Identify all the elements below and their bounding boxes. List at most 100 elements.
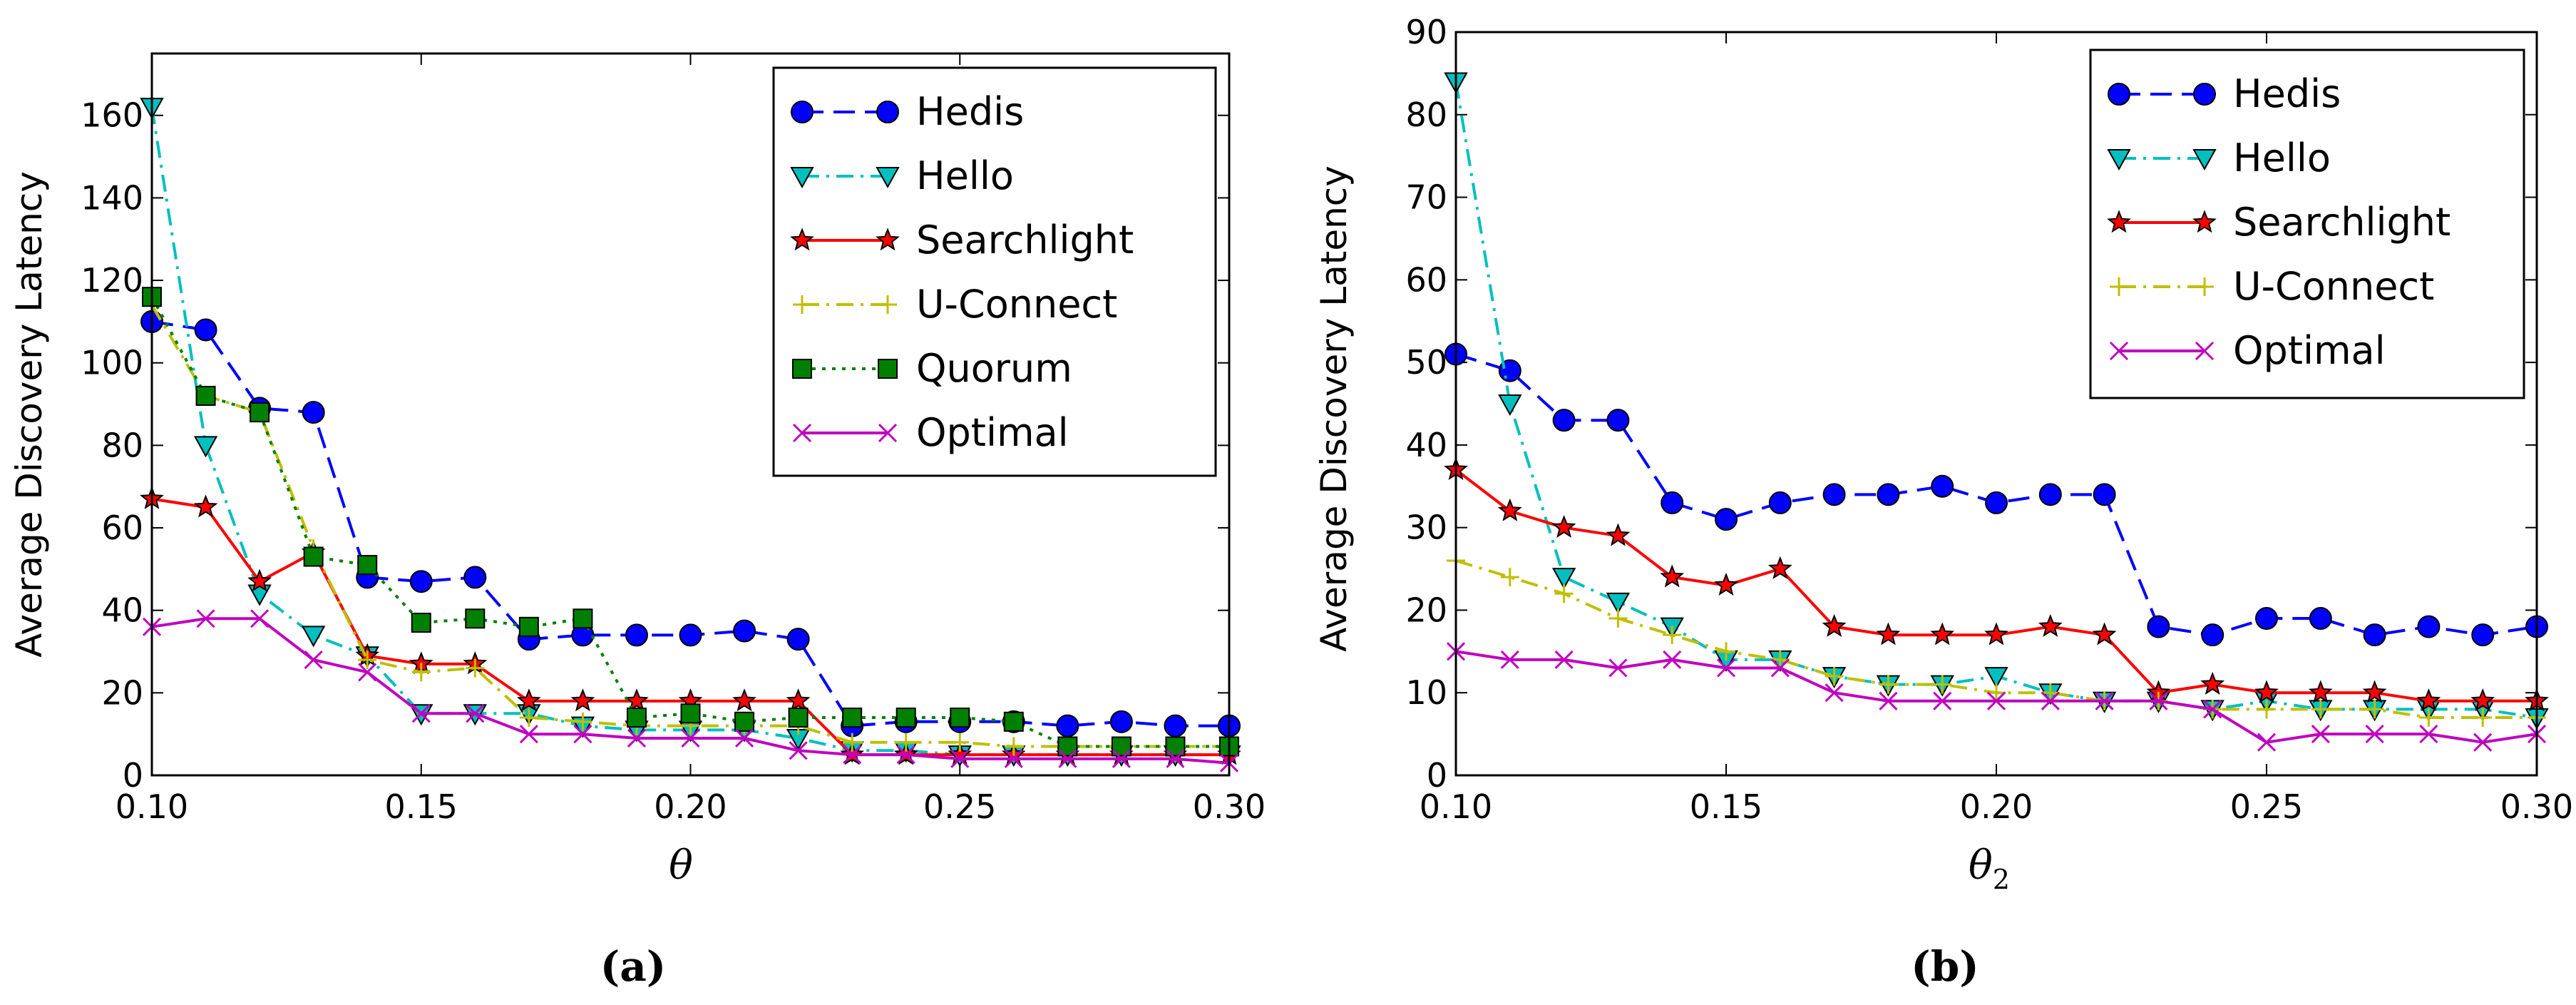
data-point-hedis: [2255, 607, 2278, 631]
data-point-hedis: [2038, 483, 2062, 506]
data-point-quorum: [518, 616, 539, 637]
data-point-optimal: [2095, 691, 2114, 710]
data-point-searchlight: [517, 688, 541, 712]
y-tick-label: 160: [81, 96, 143, 135]
legend-label-hello: Hello: [2233, 136, 2331, 180]
x-axis-label-a: θ: [669, 842, 693, 889]
data-point-optimal: [2311, 725, 2330, 744]
data-point-hedis: [1109, 710, 1133, 733]
plot-frame-a: [150, 52, 1231, 777]
y-axis-label-b: Average Discovery Latency: [1313, 165, 1355, 652]
data-point-quorum: [357, 555, 378, 576]
legend-marker-hello: [876, 167, 900, 189]
data-point-optimal: [1770, 658, 1790, 678]
legend-marker-u-connect: [2110, 277, 2128, 296]
data-point-u-connect: [466, 658, 485, 678]
legend-marker-optimal: [878, 423, 898, 443]
data-point-optimal: [681, 728, 700, 748]
data-point-quorum: [303, 546, 324, 567]
legend-item-hedis: Hedis: [791, 89, 1024, 134]
legend-item-optimal: Optimal: [792, 410, 1069, 455]
data-point-u-connect: [1770, 650, 1790, 669]
x-tick-label: 0.10: [1420, 787, 1492, 826]
data-point-u-connect: [1717, 642, 1735, 661]
data-point-optimal: [1058, 749, 1077, 768]
data-point-hedis: [2309, 607, 2332, 631]
data-point-hedis: [786, 628, 810, 651]
y-tick-label: 10: [1405, 673, 1447, 712]
legend-marker-hello: [2192, 149, 2217, 171]
data-point-optimal: [734, 728, 754, 748]
data-point-quorum: [680, 703, 701, 724]
data-point-searchlight: [732, 688, 756, 712]
data-point-u-connect: [950, 733, 970, 752]
data-point-hedis: [2417, 615, 2441, 638]
legend-b: Hedis Hello Searchlight U-Connect Optimal: [2089, 49, 2525, 399]
data-point-hedis: [733, 619, 756, 643]
data-point-hedis: [2201, 623, 2225, 647]
data-point-quorum: [734, 711, 755, 732]
series-hedis: [1444, 342, 2548, 647]
y-tick-label: 140: [81, 178, 143, 217]
legend-marker-optimal: [792, 423, 812, 443]
data-point-u-connect: [1554, 584, 1574, 603]
legend-item-u-connect: U-Connect: [2110, 264, 2434, 309]
legend-marker-hedis: [2108, 83, 2130, 106]
y-tick-label: 20: [1405, 591, 1447, 629]
data-point-optimal: [1986, 691, 2006, 710]
data-point-optimal: [358, 663, 377, 682]
legend-marker-u-connect: [878, 295, 897, 314]
legend-a: Hedis Hello Searchlight U-Connect Quorum Opti…: [772, 66, 1217, 477]
data-point-u-connect: [519, 708, 538, 728]
data-point-searchlight: [1930, 622, 1955, 646]
data-point-optimal: [196, 609, 215, 628]
chart-panel-b: 0.10 0.15 0.20 0.25 0.300102030405060708090 …: [1313, 13, 2573, 991]
data-point-optimal: [896, 745, 915, 765]
data-point-searchlight: [2470, 688, 2495, 712]
data-point-quorum: [465, 608, 486, 629]
data-point-hello: [1498, 394, 1522, 417]
x-tick-label: 0.30: [2500, 787, 2573, 826]
legend-item-hedis: Hedis: [2108, 71, 2341, 116]
y-tick-label: 120: [81, 261, 143, 300]
data-point-u-connect: [2257, 700, 2276, 719]
data-point-quorum: [250, 402, 270, 423]
legend-marker-hedis: [2193, 83, 2216, 106]
legend-marker-hello: [2107, 149, 2131, 171]
y-tick-label: 0: [1427, 756, 1447, 795]
data-point-optimal: [1825, 683, 1844, 703]
legend-item-optimal: Optimal: [2109, 328, 2386, 373]
y-tick-label: 70: [1405, 178, 1447, 217]
data-point-u-connect: [1608, 609, 1628, 628]
data-point-u-connect: [1825, 667, 1844, 686]
x-tick-label: 0.30: [1193, 787, 1266, 826]
data-point-searchlight: [570, 688, 595, 712]
y-tick-label: 90: [1405, 13, 1447, 51]
data-point-optimal: [1004, 749, 1023, 768]
data-point-searchlight: [1551, 514, 1576, 539]
data-point-searchlight: [2308, 680, 2333, 703]
y-tick-label: 30: [1405, 509, 1447, 547]
panel-label-b: (b): [1911, 942, 1979, 991]
legend-label-optimal: Optimal: [916, 410, 1069, 455]
data-point-hedis: [1552, 409, 1576, 432]
data-point-searchlight: [2200, 671, 2225, 695]
data-point-optimal: [1500, 650, 1519, 669]
legend-item-searchlight: Searchlight: [2107, 200, 2451, 245]
data-point-optimal: [843, 745, 862, 765]
legend-label-hedis: Hedis: [2233, 71, 2341, 116]
data-point-hedis: [463, 566, 487, 589]
data-point-optimal: [1166, 749, 1185, 768]
data-point-optimal: [2365, 725, 2384, 744]
data-point-optimal: [2149, 691, 2168, 710]
legend-marker-quorum: [878, 359, 898, 379]
data-point-quorum: [788, 708, 809, 728]
legend-marker-hedis: [791, 101, 814, 123]
series-optimal: [1446, 642, 2547, 752]
plot-frame-b: [1454, 31, 2538, 777]
data-point-u-connect: [411, 663, 431, 682]
data-point-hedis: [679, 623, 702, 647]
y-tick-label: 50: [1405, 343, 1447, 382]
legend-label-u-connect: U-Connect: [2233, 264, 2434, 309]
data-point-optimal: [627, 728, 647, 748]
